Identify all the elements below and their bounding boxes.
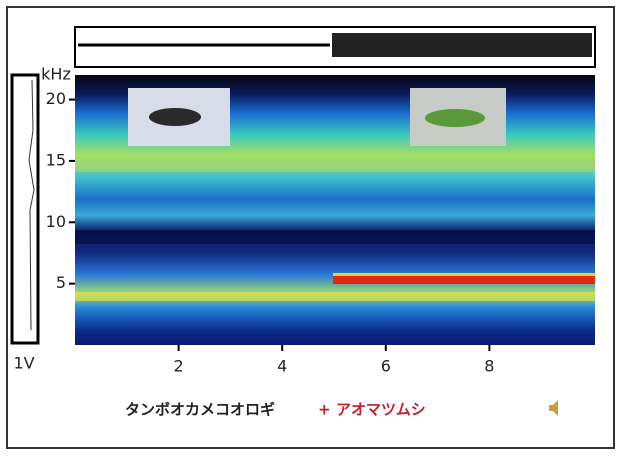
x-tick-label: 2 (174, 357, 184, 376)
spectrogram-band (333, 276, 595, 284)
x-tick-label: 6 (381, 357, 391, 376)
spectrogram-band (333, 273, 595, 276)
waveform (332, 33, 592, 57)
caption-joiner: + (318, 401, 331, 419)
photo (149, 108, 201, 126)
y-tick-label: 10 (46, 212, 66, 231)
photo (425, 109, 485, 127)
spectrogram-band (75, 162, 595, 172)
spectrogram-band (75, 292, 595, 301)
y-axis-label: kHz (41, 65, 71, 84)
y-tick-label: 15 (46, 150, 66, 169)
speaker-icon[interactable] (549, 400, 558, 416)
spectrogram-band (75, 230, 595, 244)
caption-species: アオマツムシ (336, 401, 426, 419)
chart: kHz 1V タンボオカメコオロギ + アオマツムシ 5 10 15 20 2 4 6 8 (0, 0, 622, 456)
y-tick-label: 5 (56, 273, 66, 292)
caption-species: タンボオカメコオロギ (125, 401, 275, 419)
x-tick-label: 4 (277, 357, 287, 376)
y-tick-label: 20 (46, 89, 66, 108)
amplitude-box (12, 75, 38, 343)
amplitude-label: 1V (13, 354, 34, 373)
x-tick-label: 8 (484, 357, 494, 376)
